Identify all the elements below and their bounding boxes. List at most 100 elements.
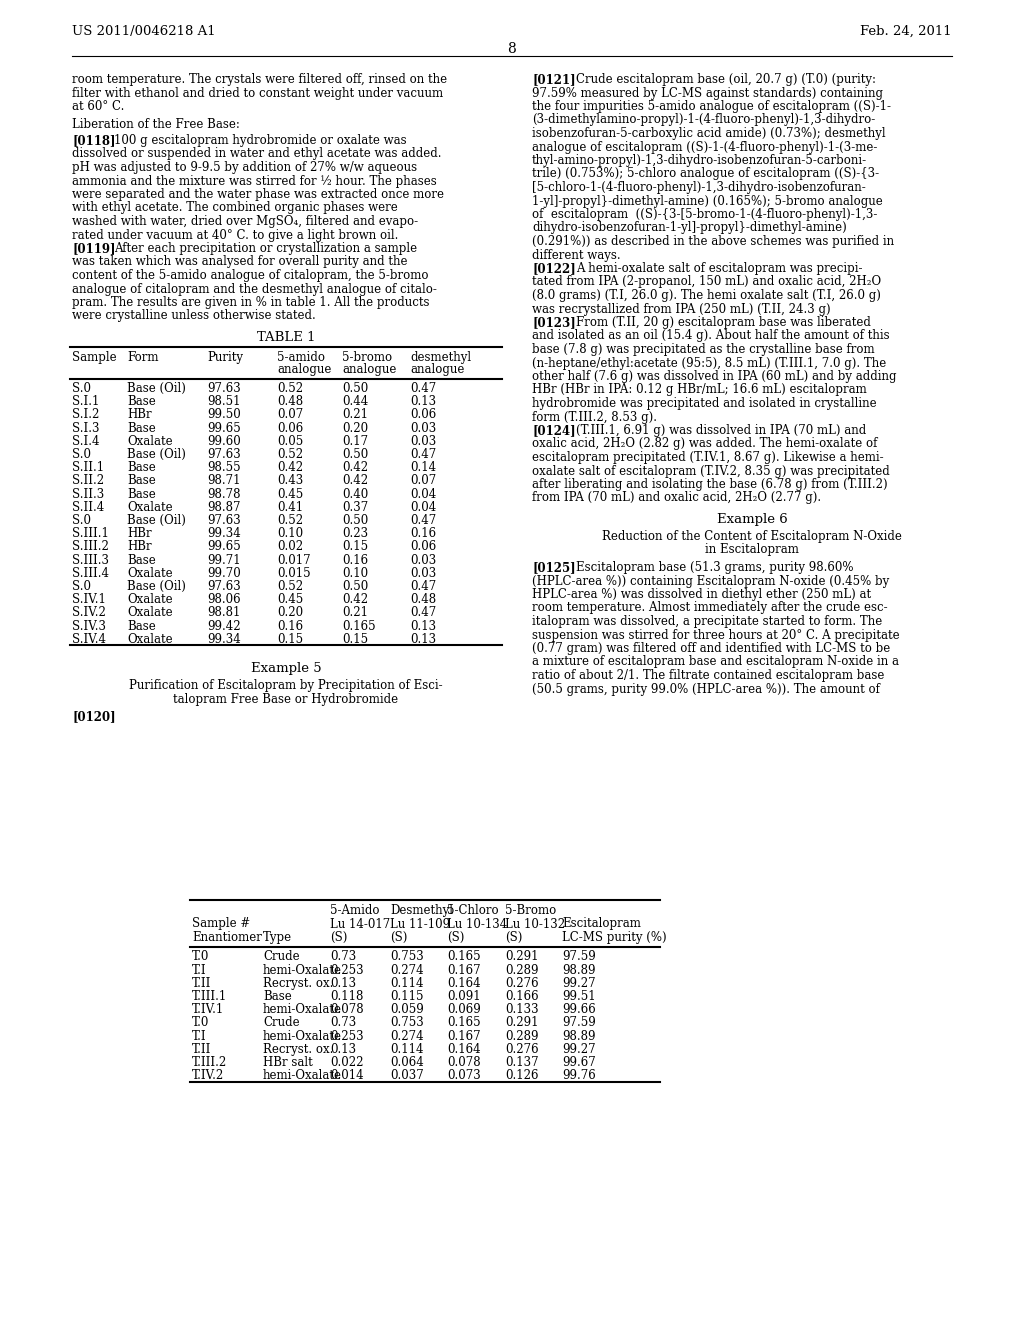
Text: 97.59: 97.59 [562,1016,596,1030]
Text: 0.42: 0.42 [278,461,303,474]
Text: filter with ethanol and dried to constant weight under vacuum: filter with ethanol and dried to constan… [72,87,443,99]
Text: S.0: S.0 [72,513,91,527]
Text: 99.42: 99.42 [207,619,241,632]
Text: 0.15: 0.15 [342,632,368,645]
Text: 8: 8 [508,42,516,55]
Text: 0.50: 0.50 [342,447,369,461]
Text: 0.42: 0.42 [342,593,368,606]
Text: hemi-Oxalate: hemi-Oxalate [263,1030,342,1043]
Text: 0.037: 0.037 [390,1069,424,1082]
Text: Crude: Crude [263,950,300,964]
Text: Lu 10-134: Lu 10-134 [447,917,507,931]
Text: 0.50: 0.50 [342,579,369,593]
Text: 5-bromo: 5-bromo [342,351,392,364]
Text: 0.23: 0.23 [342,527,368,540]
Text: room temperature. Almost immediately after the crude esc-: room temperature. Almost immediately aft… [532,602,888,615]
Text: hydrobromide was precipitated and isolated in crystalline: hydrobromide was precipitated and isolat… [532,397,877,411]
Text: 99.71: 99.71 [207,553,241,566]
Text: 0.167: 0.167 [447,1030,480,1043]
Text: 0.03: 0.03 [410,434,436,447]
Text: S.IV.2: S.IV.2 [72,606,105,619]
Text: S.II.4: S.II.4 [72,500,104,513]
Text: [0119]: [0119] [72,242,116,255]
Text: Base: Base [127,474,156,487]
Text: from IPA (70 mL) and oxalic acid, 2H₂O (2.77 g).: from IPA (70 mL) and oxalic acid, 2H₂O (… [532,491,821,504]
Text: S.II.2: S.II.2 [72,474,104,487]
Text: 0.47: 0.47 [410,606,436,619]
Text: 5-Amido: 5-Amido [330,904,380,917]
Text: rated under vacuum at 40° C. to give a light brown oil.: rated under vacuum at 40° C. to give a l… [72,228,398,242]
Text: 0.114: 0.114 [390,977,424,990]
Text: (HPLC-area %)) containing Escitalopram N-oxide (0.45% by: (HPLC-area %)) containing Escitalopram N… [532,574,889,587]
Text: 0.50: 0.50 [342,513,369,527]
Text: italopram was dissolved, a precipitate started to form. The: italopram was dissolved, a precipitate s… [532,615,883,628]
Text: Oxalate: Oxalate [127,500,173,513]
Text: 98.06: 98.06 [207,593,241,606]
Text: Sample: Sample [72,351,117,364]
Text: [5-chloro-1-(4-fluoro-phenyl)-1,3-dihydro-isobenzofuran-: [5-chloro-1-(4-fluoro-phenyl)-1,3-dihydr… [532,181,865,194]
Text: 0.13: 0.13 [410,619,436,632]
Text: 0.03: 0.03 [410,566,436,579]
Text: From (T.II, 20 g) escitalopram base was liberated: From (T.II, 20 g) escitalopram base was … [575,315,870,329]
Text: Desmethyl: Desmethyl [390,904,453,917]
Text: 0.42: 0.42 [342,461,368,474]
Text: 0.14: 0.14 [410,461,436,474]
Text: Crude: Crude [263,1016,300,1030]
Text: (S): (S) [390,931,408,944]
Text: (T.III.1, 6.91 g) was dissolved in IPA (70 mL) and: (T.III.1, 6.91 g) was dissolved in IPA (… [575,424,866,437]
Text: 0.126: 0.126 [505,1069,539,1082]
Text: were separated and the water phase was extracted once more: were separated and the water phase was e… [72,187,444,201]
Text: 0.44: 0.44 [342,395,369,408]
Text: [0124]: [0124] [532,424,575,437]
Text: HBr: HBr [127,527,152,540]
Text: the four impurities 5-amido analogue of escitalopram ((S)-1-: the four impurities 5-amido analogue of … [532,100,891,114]
Text: 0.13: 0.13 [330,1043,356,1056]
Text: S.I.3: S.I.3 [72,421,99,434]
Text: (3-dimethylamino-propyl)-1-(4-fluoro-phenyl)-1,3-dihydro-: (3-dimethylamino-propyl)-1-(4-fluoro-phe… [532,114,876,127]
Text: 97.59: 97.59 [562,950,596,964]
Text: 0.06: 0.06 [278,421,303,434]
Text: 97.63: 97.63 [207,513,241,527]
Text: 0.164: 0.164 [447,1043,480,1056]
Text: Oxalate: Oxalate [127,593,173,606]
Text: hemi-Oxalate: hemi-Oxalate [263,964,342,977]
Text: 0.10: 0.10 [342,566,368,579]
Text: room temperature. The crystals were filtered off, rinsed on the: room temperature. The crystals were filt… [72,73,447,86]
Text: 5-Chloro: 5-Chloro [447,904,499,917]
Text: 0.276: 0.276 [505,1043,539,1056]
Text: T.0: T.0 [193,950,209,964]
Text: T.II: T.II [193,1043,211,1056]
Text: Purity: Purity [207,351,243,364]
Text: S.III.2: S.III.2 [72,540,109,553]
Text: Lu 10-132: Lu 10-132 [505,917,565,931]
Text: ratio of about 2/1. The filtrate contained escitalopram base: ratio of about 2/1. The filtrate contain… [532,669,885,682]
Text: 0.078: 0.078 [330,1003,364,1016]
Text: Oxalate: Oxalate [127,632,173,645]
Text: S.0: S.0 [72,381,91,395]
Text: [0121]: [0121] [532,73,575,86]
Text: 0.41: 0.41 [278,500,303,513]
Text: 99.65: 99.65 [207,540,241,553]
Text: Enantiomer: Enantiomer [193,931,262,944]
Text: [0120]: [0120] [72,710,116,723]
Text: 0.43: 0.43 [278,474,303,487]
Text: Sample #: Sample # [193,917,250,931]
Text: 97.63: 97.63 [207,447,241,461]
Text: 98.89: 98.89 [562,1030,596,1043]
Text: A hemi-oxalate salt of escitalopram was precipi-: A hemi-oxalate salt of escitalopram was … [575,261,862,275]
Text: 99.67: 99.67 [562,1056,596,1069]
Text: a mixture of escitalopram base and escitalopram N-oxide in a: a mixture of escitalopram base and escit… [532,656,899,668]
Text: 0.274: 0.274 [390,1030,424,1043]
Text: 0.45: 0.45 [278,593,303,606]
Text: S.II.3: S.II.3 [72,487,104,500]
Text: analogue: analogue [410,363,464,376]
Text: 99.65: 99.65 [207,421,241,434]
Text: 0.73: 0.73 [330,1016,356,1030]
Text: After each precipitation or crystallization a sample: After each precipitation or crystallizat… [114,242,417,255]
Text: and isolated as an oil (15.4 g). About half the amount of this: and isolated as an oil (15.4 g). About h… [532,330,890,342]
Text: 5-amido: 5-amido [278,351,325,364]
Text: S.0: S.0 [72,579,91,593]
Text: 0.10: 0.10 [278,527,303,540]
Text: T.I: T.I [193,1030,207,1043]
Text: 0.07: 0.07 [410,474,436,487]
